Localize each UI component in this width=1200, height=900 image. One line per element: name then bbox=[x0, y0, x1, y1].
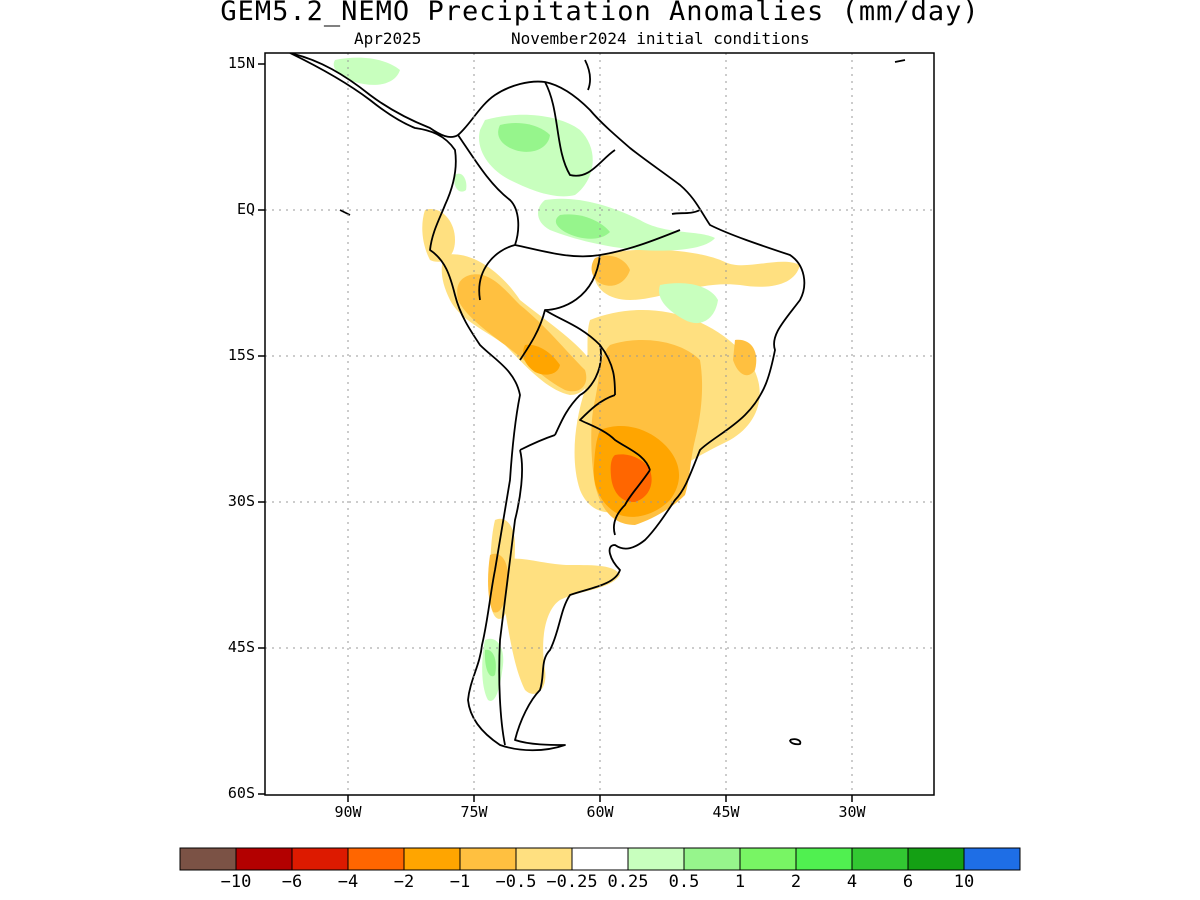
colorbar-swatch bbox=[347, 847, 405, 871]
anomaly-level-minus-2 bbox=[610, 454, 652, 503]
colorbar-label: 2 bbox=[790, 872, 802, 892]
colorbar-label: −6 bbox=[281, 872, 303, 892]
colorbar-label: −0.25 bbox=[546, 872, 598, 892]
colorbar-swatch bbox=[907, 847, 965, 871]
initial-conditions: November2024 initial conditions bbox=[511, 29, 810, 48]
lat-label-15s: 15S bbox=[227, 346, 255, 364]
colorbar-label: −4 bbox=[337, 872, 359, 892]
colorbar-swatch bbox=[795, 847, 853, 871]
coastlines bbox=[289, 53, 906, 752]
anomaly-level-plus-0.5 bbox=[484, 123, 610, 677]
colorbar-swatch bbox=[683, 847, 741, 871]
colorbar-label: −1 bbox=[449, 872, 471, 892]
colorbar-swatch bbox=[739, 847, 797, 871]
colorbar-swatch bbox=[459, 847, 517, 871]
lon-label-90w: 90W bbox=[334, 803, 362, 821]
colorbar-swatch bbox=[515, 847, 573, 871]
south-america-coastline bbox=[289, 53, 806, 752]
colorbar-swatch bbox=[963, 847, 1021, 871]
colorbar-label: 0.25 bbox=[607, 872, 649, 892]
colorbar-label: 6 bbox=[902, 872, 914, 892]
colorbar-swatch bbox=[627, 847, 685, 871]
lat-label-60s: 60S bbox=[227, 784, 255, 802]
colorbar-label: 1 bbox=[734, 872, 746, 892]
lon-label-75w: 75W bbox=[460, 803, 488, 821]
colorbar-swatch bbox=[291, 847, 349, 871]
map-title: GEM5.2_NEMO Precipitation Anomalies (mm/… bbox=[220, 0, 980, 27]
colorbar-label: 0.5 bbox=[668, 872, 700, 892]
lat-label-15n: 15N bbox=[227, 54, 255, 72]
colorbar-label: −10 bbox=[220, 872, 252, 892]
lon-label-45w: 45W bbox=[712, 803, 740, 821]
caribbean-islands bbox=[339, 59, 906, 746]
colorbar-label: 10 bbox=[953, 872, 975, 892]
colorbar-label: −0.5 bbox=[495, 872, 537, 892]
country-borders bbox=[457, 81, 681, 746]
anomaly-field bbox=[333, 57, 800, 701]
lon-label-60w: 60W bbox=[586, 803, 614, 821]
grid bbox=[265, 53, 934, 795]
colorbar-swatch bbox=[235, 847, 293, 871]
colorbar-swatch bbox=[403, 847, 461, 871]
colorbar-swatch bbox=[851, 847, 909, 871]
axis-ticks bbox=[258, 63, 853, 802]
colorbar-swatch bbox=[179, 847, 237, 871]
colorbar bbox=[179, 847, 1021, 871]
forecast-month: Apr2025 bbox=[354, 29, 422, 48]
lat-label-45s: 45S bbox=[227, 638, 255, 656]
lon-label-30w: 30W bbox=[838, 803, 866, 821]
colorbar-swatch bbox=[571, 847, 629, 871]
colorbar-label: −2 bbox=[393, 872, 415, 892]
lat-label-eq: EQ bbox=[236, 200, 255, 218]
lat-label-30s: 30S bbox=[227, 492, 255, 510]
colorbar-label: 4 bbox=[846, 872, 858, 892]
